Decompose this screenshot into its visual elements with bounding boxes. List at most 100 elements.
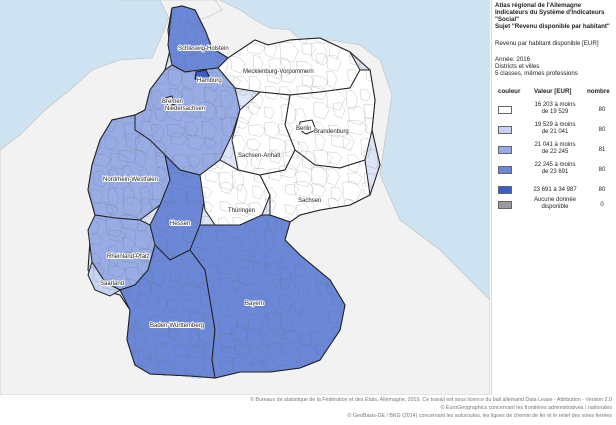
district-boundary [203,342,218,360]
district-boundary [326,70,338,89]
district-boundary [248,75,261,95]
district-boundary [246,138,261,151]
attribution-line: © Bureaux de statistique de la Fédératio… [250,397,612,403]
district-boundary [264,106,275,120]
district-boundary [205,264,224,280]
district-boundary [252,55,264,75]
district-boundary [236,249,257,262]
district-boundary [182,71,197,90]
district-boundary [169,20,183,38]
district-boundary [173,345,193,358]
choropleth-map[interactable]: Schleswig-Holstein Hamburg Mecklenburg-V… [0,0,490,395]
district-boundary [140,185,151,205]
legend-class-count: 80 [598,167,606,173]
district-boundary [251,292,269,309]
state-label-sachsen: Sachsen [298,198,321,204]
district-boundary [137,349,152,369]
district-boundary [264,187,277,203]
district-boundary [219,201,233,212]
legend-units: Districts et villes [495,63,540,70]
district-boundary [90,188,104,204]
district-boundary [237,268,253,286]
district-boundary [345,90,358,111]
district-boundary [342,133,355,152]
district-boundary [297,284,310,299]
legend-class-label-line: Aucune donnée [533,197,577,203]
district-boundary [202,57,218,71]
state-bremen[interactable] [164,95,176,107]
district-boundary [204,137,216,149]
district-boundary [296,61,313,74]
district-boundary [237,296,252,308]
district-boundary [125,132,141,150]
district-boundary [247,230,259,249]
legend-swatch [498,106,512,114]
district-boundary [218,316,239,336]
state-berlin[interactable] [298,119,317,135]
district-boundary [199,100,218,121]
district-boundary [140,197,153,218]
legend-class-count: 80 [598,107,606,113]
state-label-brandenburg: Brandenburg [314,129,349,135]
legend-class-label: 16 203 à moins de 19 529 [524,102,586,116]
legend-title-line: "Social" [495,16,520,23]
district-boundary [182,282,203,297]
district-boundary [186,361,205,377]
district-boundary [221,75,242,89]
district-boundary [171,253,187,265]
attribution: © Bureaux de statistique de la Fédératio… [0,396,612,425]
district-boundary [154,141,167,159]
district-boundary [199,187,213,199]
district-boundary [170,269,181,289]
legend-class-row: 23 691 à 34 987 80 [492,180,616,200]
district-boundary [284,204,297,215]
legend-swatch [498,126,512,134]
district-boundary [236,184,248,204]
legend-swatch [498,146,512,154]
state-saarland[interactable] [87,260,122,297]
district-boundary [109,153,130,170]
state-bayern[interactable] [189,214,346,379]
district-boundary [107,265,126,278]
district-boundary [173,361,187,378]
district-boundary [217,55,229,75]
district-boundary [266,71,284,84]
district-boundary [198,249,215,261]
district-boundary [231,135,247,155]
district-boundary [333,102,346,119]
district-boundary [264,121,281,139]
district-boundary [332,295,345,307]
state-hamburg[interactable] [194,69,211,83]
district-boundary [278,123,294,137]
district-boundary [247,282,265,297]
district-boundary [347,172,363,185]
district-boundary [347,154,361,174]
district-boundary [134,330,147,350]
district-boundary [297,141,309,157]
legend-class-row: 16 203 à moins de 19 529 80 [492,100,616,120]
district-boundary [253,216,270,237]
district-boundary [184,22,198,42]
legend-meta: Année: 2016 Districts et villes 5 classe… [495,56,578,77]
district-boundary [267,167,284,181]
map-panel[interactable]: Schleswig-Holstein Hamburg Mecklenburg-V… [0,0,490,395]
district-boundary [170,187,188,204]
district-boundary [342,180,362,203]
district-boundary [199,39,216,55]
district-boundary [189,41,201,55]
district-boundary [218,295,231,316]
legend-title: Atlas régional de l'Allemagne Indicateur… [495,2,615,30]
district-boundary [248,102,260,116]
district-boundary [151,315,164,327]
district-boundary [268,137,288,154]
district-boundary [151,265,166,287]
district-boundary [168,68,184,88]
state-label-baden-wuerttemberg: Baden-Württemberg [150,323,204,329]
district-boundary [284,183,300,196]
district-boundary [301,150,317,171]
district-boundary [279,278,298,291]
district-boundary [264,251,284,268]
district-boundary [296,84,314,99]
district-boundary [151,245,171,263]
legend-class-label: 23 691 à 34 987 [524,187,586,194]
